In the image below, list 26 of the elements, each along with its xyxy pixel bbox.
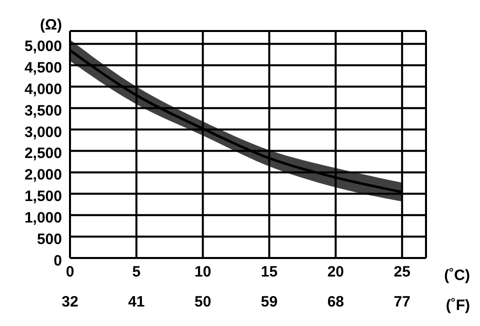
x-tick-label: 20 xyxy=(327,264,344,281)
y-tick-label: 0 xyxy=(54,252,62,270)
y-tick-label: 3,500 xyxy=(24,102,62,120)
y-tick-label: 1,500 xyxy=(24,188,62,206)
x2-axis-title: (˚F) xyxy=(446,297,470,314)
x-tick-label: 15 xyxy=(260,264,278,281)
x-tick-label: 25 xyxy=(394,264,410,281)
y-tick-label: 4,000 xyxy=(24,81,62,98)
x2-tick-label: 77 xyxy=(394,294,410,311)
x2-tick-label: 41 xyxy=(128,294,145,311)
y-tick-label: 2,000 xyxy=(24,166,62,184)
y-tick-label: 5,000 xyxy=(24,38,62,56)
x-axis-title: (˚C) xyxy=(444,267,470,284)
x-tick-label: 5 xyxy=(132,264,141,281)
y-axis-title: (Ω) xyxy=(40,16,62,34)
y-tick-label: 3,000 xyxy=(24,124,62,141)
y-tick-label: 2,500 xyxy=(24,145,62,162)
x2-tick-label: 32 xyxy=(62,294,78,311)
y-tick-label: 4,500 xyxy=(24,60,62,77)
y-tick-label: 1,000 xyxy=(24,209,62,226)
x2-tick-label: 59 xyxy=(260,294,278,311)
y-tick-label: 500 xyxy=(36,230,62,248)
x-tick-label: 10 xyxy=(194,264,212,281)
x2-tick-label: 50 xyxy=(194,294,212,311)
x2-tick-label: 68 xyxy=(327,294,344,311)
x-tick-label: 0 xyxy=(66,264,74,281)
